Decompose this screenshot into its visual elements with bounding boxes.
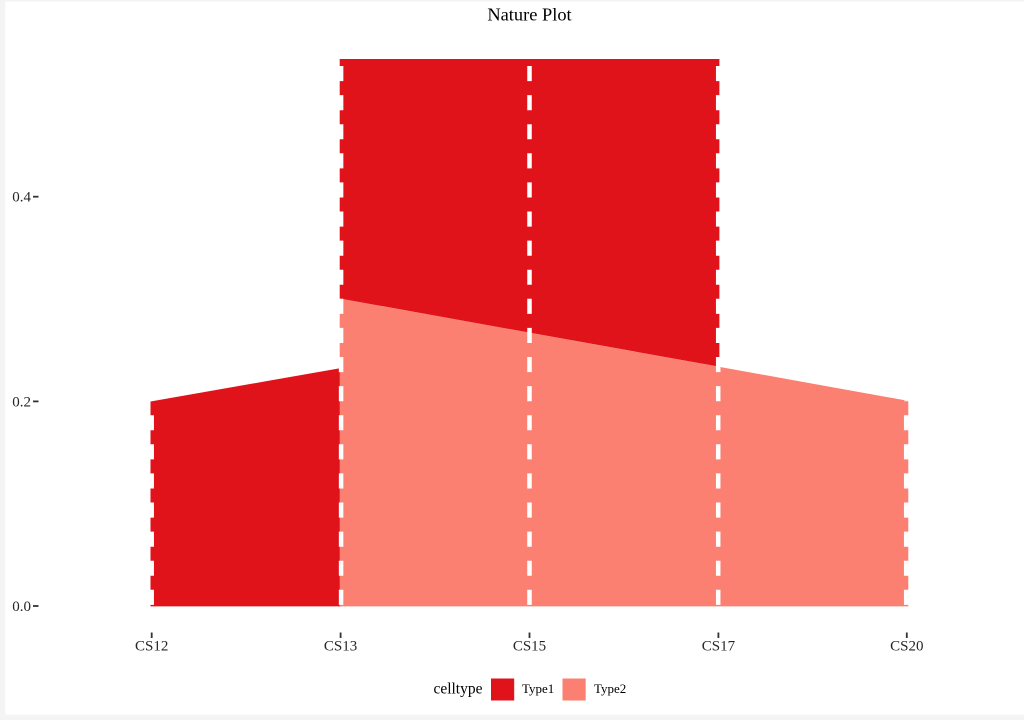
svg-text:Type1: Type1 bbox=[522, 681, 554, 696]
svg-text:CS20: CS20 bbox=[890, 639, 923, 655]
svg-text:Nature Plot: Nature Plot bbox=[487, 5, 571, 25]
svg-text:celltype: celltype bbox=[433, 681, 482, 698]
svg-text:CS12: CS12 bbox=[135, 639, 168, 655]
svg-text:Type2: Type2 bbox=[594, 681, 626, 696]
svg-text:CS15: CS15 bbox=[513, 639, 546, 655]
svg-text:CS17: CS17 bbox=[702, 639, 736, 655]
svg-text:0.0: 0.0 bbox=[12, 599, 31, 615]
svg-text:0.2: 0.2 bbox=[12, 394, 31, 410]
svg-text:0.4: 0.4 bbox=[12, 190, 31, 206]
svg-text:CS13: CS13 bbox=[324, 639, 357, 655]
